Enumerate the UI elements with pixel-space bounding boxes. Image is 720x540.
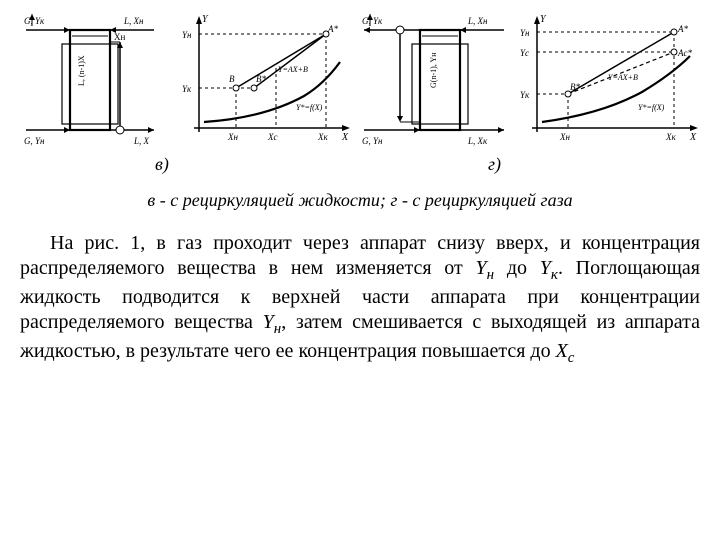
curve-lbl: Y*=f(X) xyxy=(296,103,323,112)
g-xn: Xн xyxy=(559,132,570,142)
sublabel-row: в) г) xyxy=(20,154,700,184)
label-g: г) xyxy=(488,154,501,175)
lbl-lxn: L, Xн xyxy=(123,16,144,26)
x-axis: X xyxy=(341,132,349,143)
g-astar: A* xyxy=(677,24,688,34)
eq-line: Y=AX+B xyxy=(278,65,308,74)
body-paragraph: На рис. 1, в газ проходит через аппарат … xyxy=(20,231,700,367)
g-curve-lbl: Y*=f(X) xyxy=(638,103,665,112)
panel-g-chart: Y X Yн Yс Yк Xн Xк A* Aс* B* Y=AX+B Y*=f… xyxy=(512,10,702,150)
g-lbl-lxn: L, Xн xyxy=(467,16,488,26)
xk: Xк xyxy=(317,132,328,142)
y-axis: Y xyxy=(202,14,209,25)
pt-b: B xyxy=(229,74,235,84)
bt2: до xyxy=(494,257,540,279)
g-yc: Yс xyxy=(520,48,529,58)
g-eq-line: Y=AX+B xyxy=(608,73,638,82)
g-y-axis: Y xyxy=(540,14,547,25)
Xc: X xyxy=(556,340,568,362)
g-lbl-gyn: G, Yн xyxy=(362,136,383,146)
inner-xn: Xн xyxy=(114,32,125,42)
Yk: Y xyxy=(540,257,551,279)
caption-v-text: - с рециркуляцией жидкости; xyxy=(155,190,390,210)
g-xk: Xк xyxy=(665,132,676,142)
Yn: Y xyxy=(476,257,487,279)
g-bstar: B* xyxy=(570,82,580,92)
xc: Xс xyxy=(267,132,278,142)
g-acstar: Aс* xyxy=(677,48,692,58)
Yn-sub: н xyxy=(487,267,494,283)
g-yn: Yн xyxy=(520,28,530,38)
g-x-axis: X xyxy=(689,132,697,143)
pt-bstar: B* xyxy=(256,74,266,84)
Yk-sub: к xyxy=(551,267,558,283)
panel-v-apparatus: Xн L, (n-1)X G, Yк G, Yн L, Xн L, X xyxy=(20,10,170,150)
pt-astar: A* xyxy=(327,24,338,34)
g-inner-side: G(n-1), Yн xyxy=(429,52,438,88)
Xc-sub: с xyxy=(568,350,575,366)
label-v: в) xyxy=(155,154,169,175)
inner-side: L, (n-1)X xyxy=(77,55,86,86)
panel-v-chart: Y X Yн Yк Xн Xс Xк B B* A* Y=AX+B Y*=f(X… xyxy=(174,10,354,150)
yn: Yн xyxy=(182,30,192,40)
g-lbl-gyk: G, Yк xyxy=(362,16,383,26)
panel-g-apparatus: G, Yк G, Yн L, Xн L, Xк G(n-1), Yн xyxy=(358,10,508,150)
yk: Yк xyxy=(182,84,192,94)
Yn2: Y xyxy=(263,311,274,333)
caption-g-text: - с рециркуляцией газа xyxy=(397,190,572,210)
lbl-lx: L, X xyxy=(133,136,150,146)
lbl-gyk: G, Yк xyxy=(24,16,45,26)
g-lbl-lxk: L, Xк xyxy=(467,136,488,146)
xn: Xн xyxy=(227,132,238,142)
lbl-gyn: G, Yн xyxy=(24,136,45,146)
figure-row: Xн L, (n-1)X G, Yк G, Yн L, Xн L, X xyxy=(20,10,700,150)
caption: в - с рециркуляцией жидкости; г - с реци… xyxy=(20,190,700,211)
g-yk: Yк xyxy=(520,90,530,100)
